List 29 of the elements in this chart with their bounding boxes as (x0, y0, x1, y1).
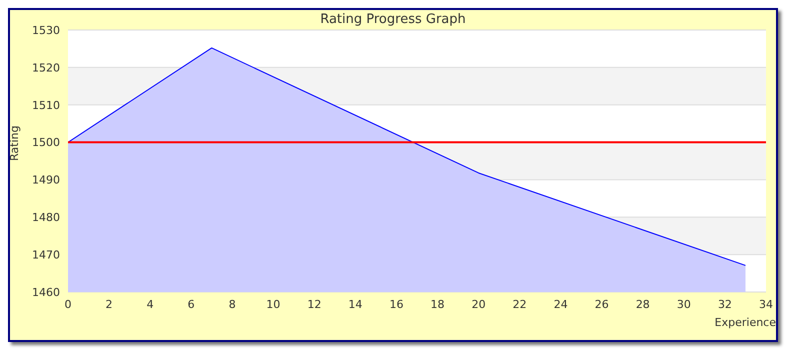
y-tick-label: 1490 (32, 174, 60, 187)
x-tick-label: 12 (307, 298, 322, 311)
x-tick-label: 10 (266, 298, 280, 311)
x-tick-label: 32 (718, 298, 732, 311)
x-tick-label: 26 (594, 298, 609, 311)
x-axis-title: Experience (714, 316, 776, 329)
x-tick-label: 0 (64, 298, 72, 311)
x-tick-label: 18 (430, 298, 445, 311)
x-tick-label: 34 (759, 298, 773, 311)
y-tick-label: 1500 (32, 136, 60, 150)
x-tick-label: 8 (228, 298, 236, 311)
x-tick-label: 16 (389, 298, 404, 311)
y-tick-label: 1510 (32, 98, 60, 112)
y-tick-label: 1470 (32, 248, 60, 262)
x-tick-label: 4 (146, 298, 154, 311)
y-axis-title: Rating (8, 126, 21, 161)
x-tick-label: 2 (106, 298, 113, 311)
x-tick-label: 28 (636, 298, 650, 311)
x-tick-label: 6 (188, 298, 195, 311)
x-tick-label: 20 (472, 298, 486, 311)
y-tick-label: 1520 (32, 61, 60, 74)
y-tick-label: 1530 (32, 24, 60, 37)
x-tick-label: 24 (554, 298, 568, 311)
x-tick-label: 14 (348, 298, 362, 311)
x-tick-label: 22 (512, 298, 527, 311)
y-tick-label: 1460 (32, 286, 60, 299)
y-tick-label: 1480 (32, 211, 60, 224)
x-tick-label: 30 (676, 298, 691, 311)
chart-title: Rating Progress Graph (320, 12, 466, 27)
